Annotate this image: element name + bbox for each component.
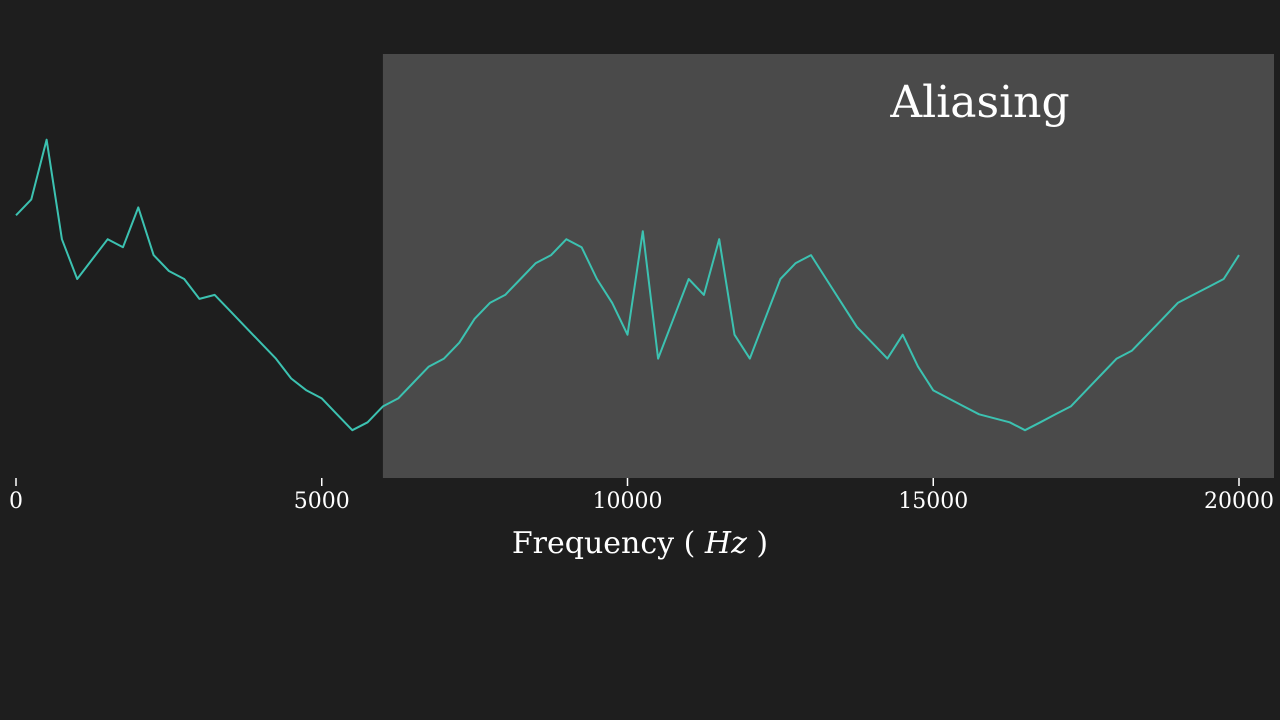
x-axis-ticks: 0 5000 10000 15000 20000: [9, 478, 1274, 514]
x-tick-label: 20000: [1204, 489, 1274, 514]
x-axis-label-paren-close: ): [756, 526, 768, 561]
x-tick-label: 0: [9, 489, 23, 514]
x-axis-label-paren-open: (: [684, 526, 696, 561]
aliasing-label: Aliasing: [889, 77, 1069, 128]
x-axis-label-text: Frequency: [512, 526, 684, 561]
x-tick-label: 15000: [898, 489, 968, 514]
spectrum-series: [15, 138, 1240, 432]
aliasing-region: [382, 54, 1274, 478]
x-tick-label: 5000: [294, 489, 350, 514]
x-tick-label: 10000: [593, 489, 663, 514]
x-axis-label-unit: Hz: [704, 526, 747, 561]
x-axis-label: Frequency ( Hz ): [512, 526, 768, 561]
spectrum-line-0: [15, 138, 1240, 432]
